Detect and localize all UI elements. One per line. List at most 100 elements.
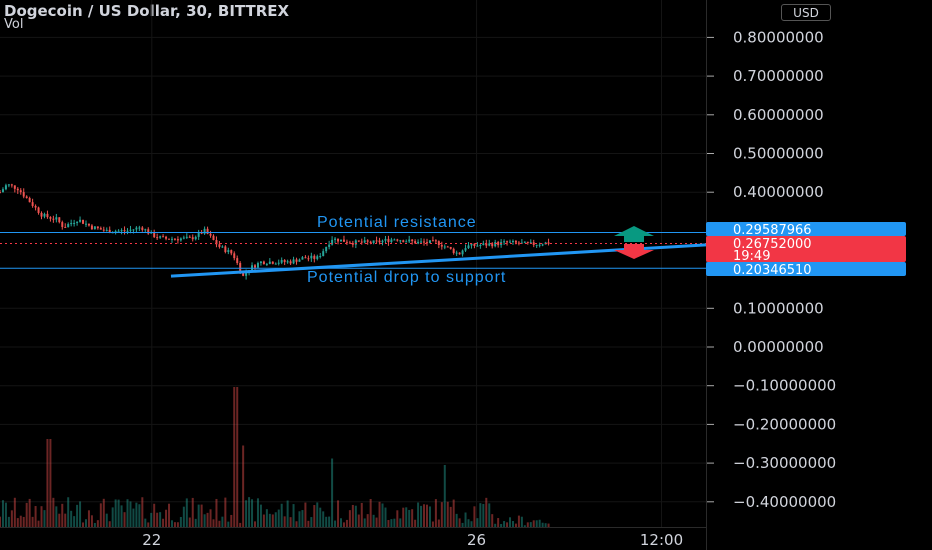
candle-body	[61, 222, 64, 227]
volume-bar	[200, 504, 203, 527]
volume-bar	[304, 502, 307, 527]
volume-bar	[165, 509, 168, 527]
candle-body	[274, 263, 277, 265]
candle-body	[99, 228, 102, 230]
volume-bar	[283, 516, 286, 527]
volume-bar	[449, 506, 452, 527]
y-tick-label: 0.50000000	[733, 145, 824, 163]
volume-bar	[351, 504, 354, 527]
candle-body	[402, 240, 405, 243]
candle-body	[144, 229, 147, 231]
volume-bar	[138, 504, 141, 527]
candle-body	[423, 241, 426, 243]
candle-body	[378, 240, 381, 243]
candle-body	[191, 237, 194, 240]
candle-body	[369, 241, 372, 244]
volume-bar	[541, 522, 544, 527]
candlesticks	[0, 183, 550, 280]
candle-body	[289, 261, 292, 264]
volume-bar	[43, 510, 46, 527]
candle-body	[396, 239, 399, 241]
candle-body	[254, 265, 257, 268]
candle-body	[162, 236, 165, 238]
candle-body	[233, 253, 236, 259]
volume-bar	[431, 521, 434, 527]
currency-button[interactable]: USD	[781, 4, 831, 21]
candle-body	[179, 238, 182, 241]
volume-bar	[46, 439, 49, 527]
candle-body	[523, 241, 526, 243]
volume-bar	[280, 503, 283, 527]
candle-body	[511, 240, 514, 242]
candle-body	[488, 243, 491, 246]
volume-bar	[357, 514, 360, 527]
candle-body	[52, 218, 55, 220]
volume-bar	[393, 518, 396, 527]
candle-body	[485, 243, 488, 246]
volume-bar	[328, 516, 331, 527]
candle-body	[212, 235, 215, 240]
volume-bar	[25, 502, 28, 527]
candle-body	[301, 257, 304, 260]
candle-body	[277, 262, 280, 264]
candle-body	[135, 227, 138, 230]
volume-bar	[179, 516, 182, 527]
y-tick-label: 0.60000000	[733, 106, 824, 124]
candle-body	[479, 245, 482, 247]
volume-bar	[274, 512, 277, 527]
volume-bar	[135, 502, 138, 527]
candle-body	[375, 240, 378, 242]
volume-bar	[150, 512, 153, 527]
candle-body	[215, 239, 218, 245]
candle-body	[532, 242, 535, 246]
current-price-label: 0.26752000 19:49	[706, 236, 906, 264]
volume-bar	[7, 516, 10, 527]
candle-body	[381, 240, 384, 243]
time-axis[interactable]: 22 26 12:00	[0, 527, 706, 550]
candle-body	[203, 228, 206, 234]
volume-bar	[239, 522, 242, 527]
volume-bar	[313, 505, 316, 527]
candle-body	[351, 243, 354, 245]
volume-bar	[437, 519, 440, 527]
volume-bar	[446, 501, 449, 527]
volume-bar	[331, 458, 334, 527]
candle-body	[283, 260, 286, 263]
volume-bar	[461, 522, 464, 527]
candle-body	[105, 229, 108, 231]
candle-body	[96, 226, 99, 229]
candle-body	[325, 246, 328, 252]
volume-bar	[529, 522, 532, 527]
candle-body	[342, 239, 345, 242]
candle-body	[259, 261, 262, 264]
volume-bar	[476, 518, 479, 527]
volume-bar	[114, 499, 117, 527]
volume-bar	[348, 510, 351, 527]
volume-bar	[147, 522, 150, 527]
candle-body	[348, 242, 351, 244]
candle-body	[126, 230, 129, 232]
volume-bar	[37, 520, 40, 527]
candle-body	[298, 259, 301, 262]
volume-bar	[0, 516, 1, 527]
volume-bar	[396, 510, 399, 527]
volume-bar	[84, 519, 87, 527]
volume-bar	[414, 519, 417, 527]
volume-bar	[117, 499, 120, 527]
volume-bar	[381, 503, 384, 527]
svg-text:0.20346510: 0.20346510	[733, 263, 812, 278]
candle-body	[417, 241, 420, 244]
candle-body	[129, 229, 132, 231]
candle-body	[509, 241, 512, 243]
volume-bar	[102, 498, 105, 527]
candle-body	[194, 236, 197, 240]
down-arrow-icon	[614, 244, 654, 259]
price-axis[interactable]: 0.80000000 0.70000000 0.60000000 0.50000000…	[706, 0, 836, 550]
candle-body	[46, 213, 49, 218]
volume-bar	[482, 503, 485, 527]
volume-bar	[265, 509, 268, 527]
candle-body	[390, 239, 393, 243]
candle-body	[268, 261, 271, 264]
volume-bar	[520, 516, 523, 527]
